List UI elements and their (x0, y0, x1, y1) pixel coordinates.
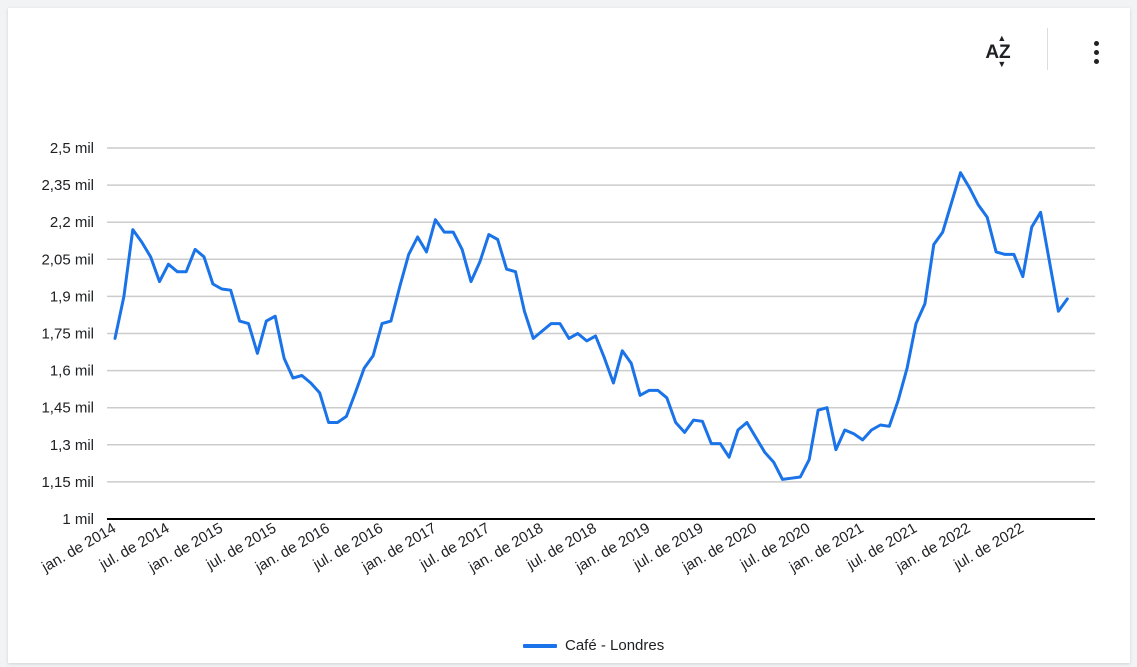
y-tick-label: 1,9 mil (50, 288, 94, 305)
y-tick-label: 1,3 mil (50, 437, 94, 454)
y-tick-label: 1 mil (62, 511, 94, 528)
toolbar-divider (1047, 28, 1048, 70)
series-line[interactable] (113, 171, 1069, 481)
grid-lines (107, 147, 1095, 520)
y-tick-label: 2,05 mil (41, 251, 94, 268)
y-tick-label: 2,35 mil (41, 177, 94, 194)
y-tick-label: 1,6 mil (50, 363, 94, 380)
y-tick-label: 2,5 mil (50, 140, 94, 157)
y-tick-label: 1,15 mil (41, 474, 94, 491)
y-tick-label: 1,45 mil (41, 400, 94, 417)
y-axis-ticks: 1 mil 1,15 mil 1,3 mil 1,45 mil 1,6 mil 1,75 … (41, 140, 94, 528)
legend-label: Café - Londres (565, 637, 665, 654)
y-tick-label: 2,2 mil (50, 214, 94, 231)
legend-swatch (523, 643, 557, 648)
line-chart: 1 mil 1,15 mil 1,3 mil 1,45 mil 1,6 mil 1,75 … (38, 140, 1095, 577)
chart-card: AZ ▲ ▼ 1 mil 1,15 mil 1,3 mil 1,45 mil 1,6 mi… (8, 8, 1130, 663)
sort-button[interactable]: AZ ▲ ▼ (981, 33, 1015, 70)
legend[interactable]: Café - Londres (523, 637, 664, 654)
y-tick-label: 1,75 mil (41, 326, 94, 343)
more-vert-icon[interactable] (1084, 34, 1108, 70)
series-lines (113, 171, 1069, 481)
sort-az-icon: AZ ▲ ▼ (985, 33, 1011, 69)
